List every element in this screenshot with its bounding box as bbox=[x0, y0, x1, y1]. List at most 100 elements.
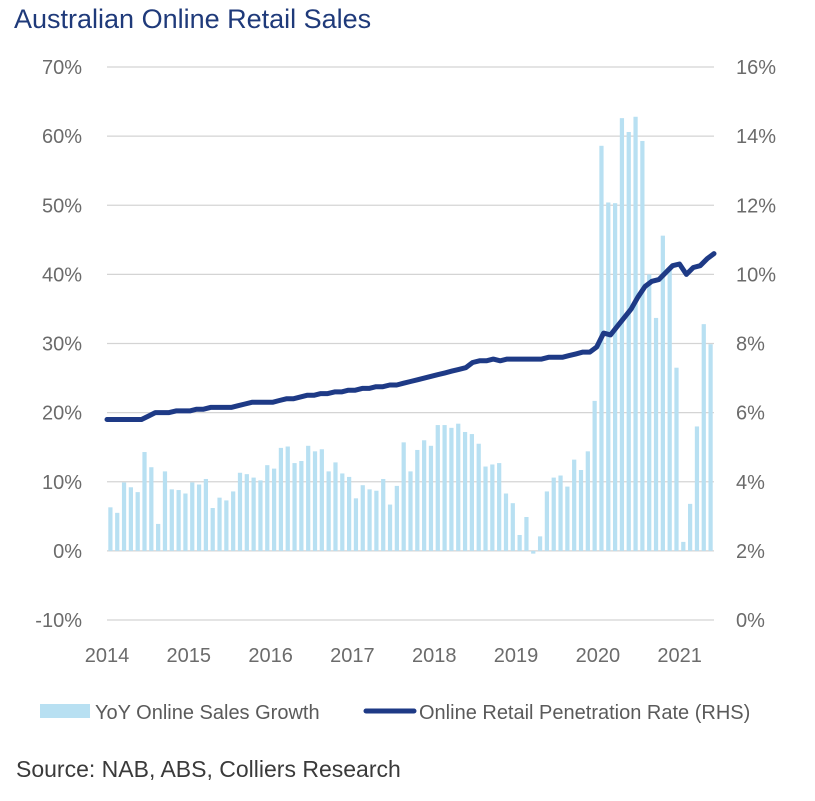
bar bbox=[531, 550, 536, 554]
y-left-tick-label: 10% bbox=[42, 472, 82, 494]
y-left-tick-label: 30% bbox=[42, 334, 82, 356]
bar bbox=[312, 451, 318, 551]
bar bbox=[121, 482, 127, 551]
legend: YoY Online Sales Growth Online Retail Pe… bbox=[40, 702, 750, 724]
bar bbox=[653, 317, 659, 551]
bar bbox=[169, 489, 174, 551]
y-right-tick-label: 4% bbox=[736, 472, 765, 494]
bar bbox=[319, 449, 324, 551]
x-tick-label: 2016 bbox=[248, 645, 293, 667]
chart-title: Australian Online Retail Sales bbox=[14, 4, 372, 34]
legend-line-label: Online Retail Penetration Rate (RHS) bbox=[419, 702, 750, 724]
bar bbox=[258, 480, 263, 551]
bar bbox=[544, 491, 550, 551]
y-right-tick-label: 10% bbox=[736, 264, 776, 286]
y-left-tick-label: 60% bbox=[42, 126, 82, 148]
bar bbox=[490, 464, 495, 551]
bar bbox=[442, 425, 447, 551]
penetration-rate-line bbox=[104, 251, 717, 422]
y-right-tick-label: 6% bbox=[736, 403, 765, 425]
source-note: Source: NAB, ABS, Colliers Research bbox=[16, 756, 401, 782]
bar bbox=[278, 447, 284, 551]
bar bbox=[640, 140, 645, 551]
bar-series bbox=[108, 116, 713, 554]
bar bbox=[626, 131, 631, 551]
y-right-tick-label: 2% bbox=[736, 541, 765, 563]
bar bbox=[599, 145, 604, 551]
bar bbox=[708, 344, 713, 551]
bar bbox=[674, 367, 679, 551]
bar bbox=[353, 498, 359, 551]
bar bbox=[381, 478, 386, 551]
bar bbox=[115, 512, 120, 551]
x-tick-label: 2019 bbox=[494, 645, 539, 667]
bar bbox=[633, 116, 638, 551]
bar bbox=[292, 463, 297, 551]
bar bbox=[422, 440, 427, 551]
legend-bar-label: YoY Online Sales Growth bbox=[95, 702, 320, 724]
bar bbox=[237, 472, 243, 551]
bar bbox=[428, 445, 434, 551]
bar bbox=[565, 486, 570, 551]
y-left-tick-label: -10% bbox=[35, 610, 82, 632]
bar bbox=[196, 484, 202, 551]
x-tick-label: 2017 bbox=[330, 645, 375, 667]
line-series bbox=[104, 251, 717, 422]
bar bbox=[483, 466, 488, 551]
bar bbox=[347, 476, 352, 551]
bar bbox=[285, 446, 290, 551]
bar bbox=[578, 469, 584, 551]
bar bbox=[510, 503, 515, 551]
bar bbox=[156, 523, 161, 551]
bar bbox=[435, 425, 440, 551]
y-left-tick-label: 50% bbox=[42, 195, 82, 217]
bar bbox=[271, 468, 277, 551]
bar bbox=[231, 491, 236, 551]
y-left-tick-label: 40% bbox=[42, 264, 82, 286]
bar bbox=[340, 473, 345, 551]
bar bbox=[299, 461, 304, 551]
bar bbox=[108, 507, 113, 551]
bar bbox=[394, 485, 399, 551]
bar bbox=[688, 503, 693, 551]
bar bbox=[149, 467, 154, 551]
bar bbox=[128, 487, 133, 551]
bar bbox=[619, 118, 625, 551]
y-right-tick-label: 16% bbox=[736, 57, 776, 79]
bar bbox=[572, 459, 577, 551]
x-tick-label: 2015 bbox=[167, 645, 212, 667]
bar bbox=[244, 474, 249, 551]
bar bbox=[360, 485, 365, 551]
y-right-tick-label: 8% bbox=[736, 334, 765, 356]
y-left-tick-label: 0% bbox=[53, 541, 82, 563]
bar bbox=[469, 434, 474, 551]
bar bbox=[517, 534, 522, 551]
bar bbox=[265, 465, 270, 551]
bar bbox=[251, 477, 256, 551]
bar bbox=[667, 268, 672, 551]
bar bbox=[306, 445, 311, 551]
y-right-tick-label: 0% bbox=[736, 610, 765, 632]
bar bbox=[224, 500, 229, 551]
bar bbox=[408, 471, 413, 551]
bar bbox=[456, 423, 461, 551]
y-left-tick-label: 20% bbox=[42, 403, 82, 425]
y-axis-left: 70% 60% 50% 40% 30% 20% 10% 0% -10% bbox=[35, 57, 82, 632]
y-right-tick-label: 14% bbox=[736, 126, 776, 148]
bar bbox=[190, 482, 195, 551]
bar bbox=[333, 462, 338, 551]
bar bbox=[612, 203, 618, 551]
y-axis-right: 16% 14% 12% 10% 8% 6% 4% 2% 0% bbox=[736, 57, 776, 632]
bar bbox=[476, 443, 481, 551]
bar bbox=[415, 449, 420, 551]
bar bbox=[203, 478, 209, 551]
y-right-tick-label: 12% bbox=[736, 195, 776, 217]
bar bbox=[524, 517, 529, 551]
bar bbox=[558, 475, 563, 551]
bar bbox=[585, 451, 590, 551]
bar bbox=[401, 442, 406, 551]
y-left-tick-label: 70% bbox=[42, 57, 82, 79]
legend-bar-swatch bbox=[40, 704, 90, 718]
bar bbox=[367, 489, 372, 551]
